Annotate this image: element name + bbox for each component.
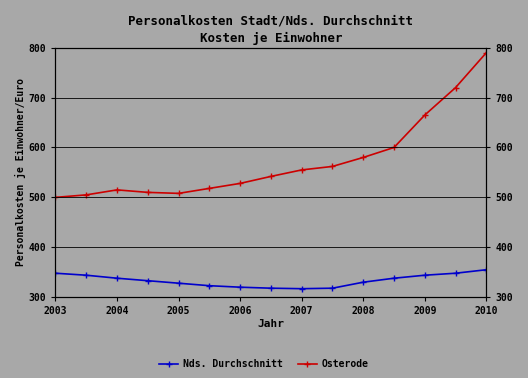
Osterode (391, 145, 397, 150)
Nds. Durchschnitt (360, 280, 366, 285)
Legend: Nds. Durchschnitt, Osterode: Nds. Durchschnitt, Osterode (155, 355, 373, 373)
Nds. Durchschnitt (175, 281, 182, 285)
Nds. Durchschnitt (83, 273, 89, 277)
Nds. Durchschnitt (114, 276, 120, 280)
Y-axis label: Personalkosten je Einwohner/Euro: Personalkosten je Einwohner/Euro (15, 78, 26, 266)
X-axis label: Jahr: Jahr (258, 319, 285, 329)
Osterode (422, 113, 428, 117)
Osterode (329, 164, 336, 169)
Nds. Durchschnitt (452, 271, 459, 276)
Osterode (206, 186, 212, 191)
Osterode (452, 85, 459, 90)
Nds. Durchschnitt (329, 286, 336, 290)
Nds. Durchschnitt (52, 271, 59, 276)
Title: Personalkosten Stadt/Nds. Durchschnitt
Kosten je Einwohner: Personalkosten Stadt/Nds. Durchschnitt K… (128, 15, 413, 45)
Nds. Durchschnitt (145, 279, 151, 283)
Osterode (268, 174, 274, 179)
Line: Osterode: Osterode (53, 50, 489, 200)
Osterode (360, 155, 366, 160)
Osterode (483, 50, 489, 55)
Osterode (175, 191, 182, 196)
Nds. Durchschnitt (206, 284, 212, 288)
Nds. Durchschnitt (422, 273, 428, 277)
Osterode (52, 195, 59, 200)
Nds. Durchschnitt (391, 276, 397, 280)
Osterode (237, 181, 243, 186)
Osterode (145, 190, 151, 195)
Nds. Durchschnitt (268, 286, 274, 290)
Nds. Durchschnitt (237, 285, 243, 290)
Osterode (298, 168, 305, 172)
Osterode (114, 187, 120, 192)
Osterode (83, 193, 89, 197)
Nds. Durchschnitt (298, 287, 305, 291)
Line: Nds. Durchschnitt: Nds. Durchschnitt (53, 267, 489, 291)
Nds. Durchschnitt (483, 268, 489, 272)
